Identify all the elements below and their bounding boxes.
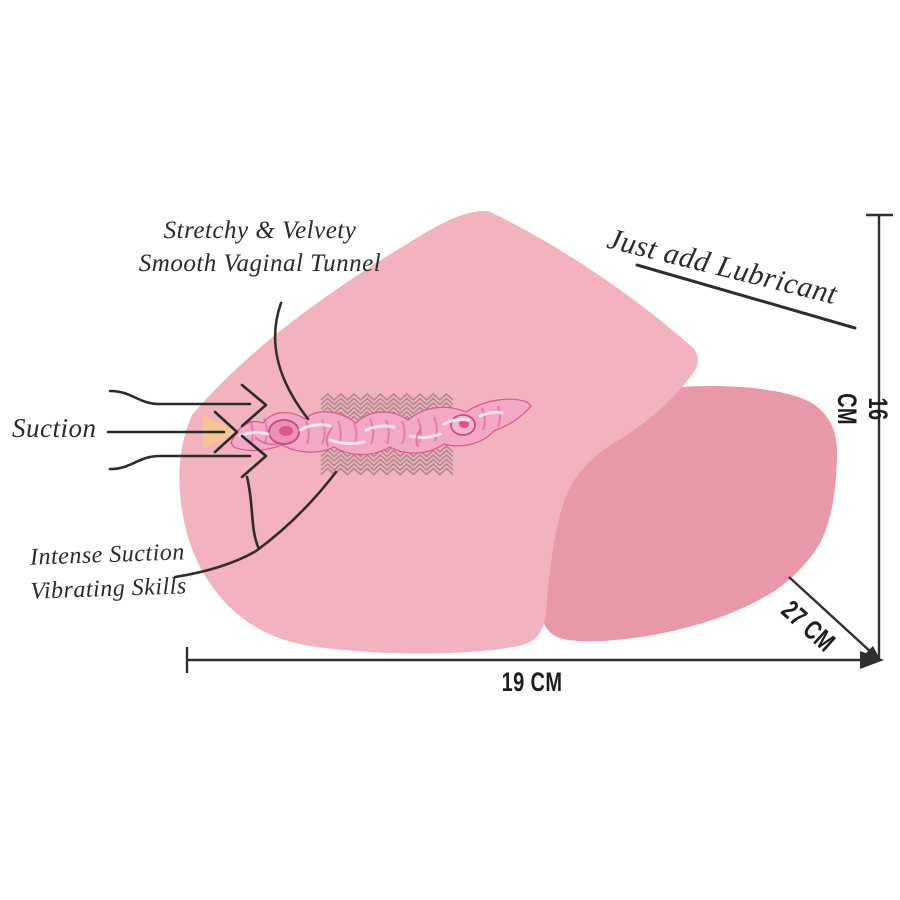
- suction-arrowhead-bottom: [240, 434, 268, 479]
- tunnel-illustration: [230, 398, 532, 456]
- dimension-lines: [185, 213, 893, 673]
- tunnel-pointer-line: [273, 301, 310, 421]
- tunnel-inner-hole: [459, 420, 469, 428]
- features-pointer-line-a: [245, 475, 261, 551]
- tunnel-label: Stretchy & Velvety Smooth Vaginal Tunnel: [135, 214, 385, 280]
- suction-arrows: [106, 383, 268, 479]
- features-label-line1: Intense Suction: [29, 539, 186, 571]
- depth-arrowhead-icon: [865, 646, 881, 661]
- tunnel-entry-hole: [279, 426, 293, 436]
- tunnel-label-line2: Smooth Vaginal Tunnel: [138, 250, 382, 277]
- body-back-shape: [541, 386, 838, 642]
- tunnel-highlights: [238, 410, 504, 446]
- lubricant-underline: [635, 263, 857, 330]
- suction-label: Suction: [12, 413, 97, 443]
- suction-arrowhead-top: [240, 383, 268, 428]
- height-dimension-label: 16 CM: [832, 393, 893, 425]
- width-dimension-label: 19 CM: [501, 667, 563, 697]
- features-label: Intense Suction Vibrating Skills: [27, 535, 189, 609]
- suction-arrow-top: [108, 389, 252, 406]
- tunnel-shadows: [255, 427, 421, 447]
- suction-arrowhead-middle: [213, 410, 239, 454]
- features-pointer-line-b: [173, 470, 338, 579]
- suction-arrow-bottom: [108, 454, 252, 471]
- tunnel-label-line1: Stretchy & Velvety: [163, 217, 357, 244]
- features-label-line2: Vibrating Skills: [30, 573, 188, 605]
- depth-dimension-line: [788, 576, 873, 654]
- annotation-pointers: [173, 263, 857, 579]
- width-arrowhead-icon: [860, 651, 884, 669]
